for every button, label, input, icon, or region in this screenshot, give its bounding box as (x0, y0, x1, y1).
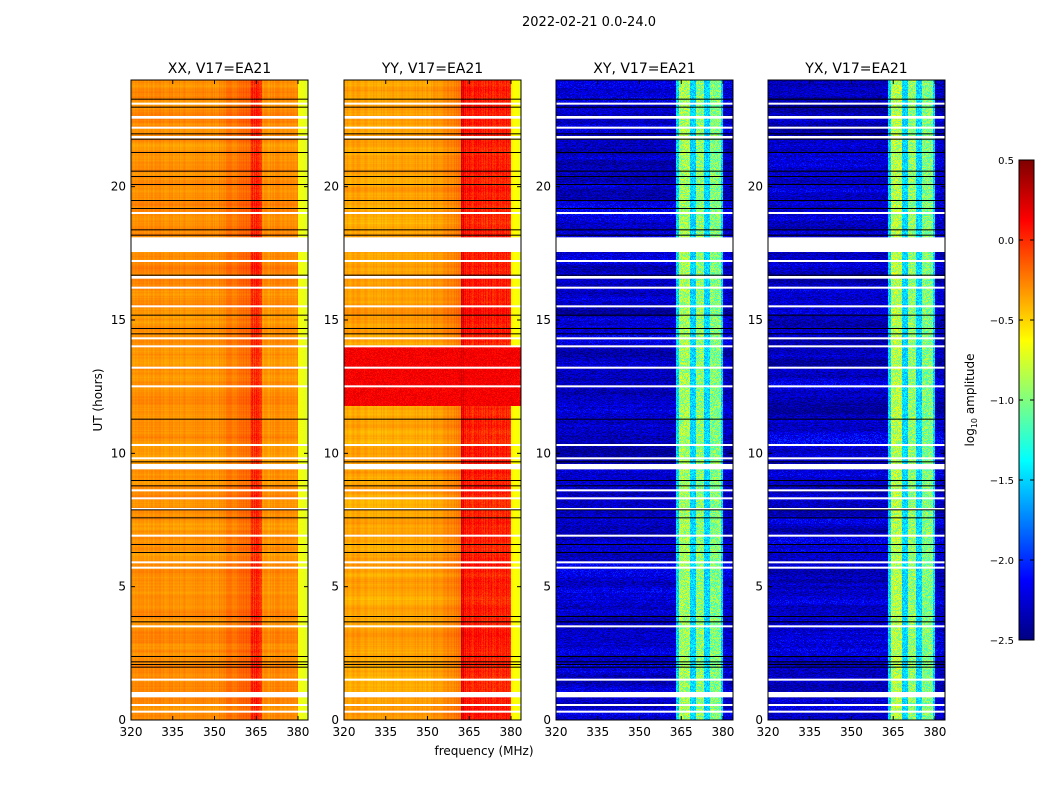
colorbar-tick-label: 0.0 (998, 236, 1014, 247)
colorbar-tick-label: −2.0 (990, 556, 1014, 567)
y-tick-label: 10 (748, 446, 763, 460)
x-tick-label: 320 (757, 725, 780, 739)
x-tick-label: 365 (670, 725, 693, 739)
y-tick-label: 15 (748, 313, 763, 327)
x-tick-label: 335 (798, 725, 821, 739)
y-tick-label: 20 (536, 180, 551, 194)
panel-title: YY, V17=EA21 (381, 61, 483, 77)
y-tick-label: 5 (543, 580, 551, 594)
x-tick-label: 335 (374, 725, 397, 739)
y-tick-label: 0 (543, 713, 551, 727)
y-tick-label: 5 (755, 580, 763, 594)
y-tick-label: 10 (536, 446, 551, 460)
heatmap-yy (344, 80, 521, 720)
x-tick-label: 350 (416, 725, 439, 739)
heatmap-yx (768, 80, 945, 720)
x-tick-label: 365 (882, 725, 905, 739)
colorbar-label: log10 amplitude (963, 354, 979, 447)
colorbar-tick-label: −0.5 (990, 316, 1014, 327)
x-tick-label: 380 (500, 725, 523, 739)
x-tick-label: 380 (712, 725, 735, 739)
x-tick-label: 365 (245, 725, 268, 739)
colorbar-tick-label: −1.0 (990, 396, 1014, 407)
panel-title: XY, V17=EA21 (593, 61, 695, 77)
y-tick-label: 15 (111, 313, 126, 327)
suptitle: 2022-02-21 0.0-24.0 (522, 15, 656, 30)
y-tick-label: 15 (536, 313, 551, 327)
y-tick-label: 0 (118, 713, 126, 727)
x-tick-label: 350 (628, 725, 651, 739)
y-tick-label: 5 (118, 580, 126, 594)
plot-frame (130, 79, 309, 721)
y-tick-label: 10 (324, 446, 339, 460)
x-tick-label: 320 (120, 725, 143, 739)
x-tick-label: 380 (924, 725, 947, 739)
x-tick-label: 350 (840, 725, 863, 739)
heatmap-xx (131, 80, 308, 720)
panel-title: XX, V17=EA21 (168, 61, 271, 77)
plot-frame (343, 79, 522, 721)
y-tick-label: 20 (748, 180, 763, 194)
y-tick-label: 0 (755, 713, 763, 727)
x-tick-label: 320 (545, 725, 568, 739)
panel-title: YX, V17=EA21 (804, 61, 907, 77)
y-tick-label: 5 (331, 580, 339, 594)
x-tick-label: 335 (161, 725, 184, 739)
y-tick-label: 0 (331, 713, 339, 727)
x-tick-label: 320 (333, 725, 356, 739)
y-tick-label: 20 (324, 180, 339, 194)
y-tick-label: 20 (111, 180, 126, 194)
plot-frame (767, 79, 946, 721)
y-tick-label: 10 (111, 446, 126, 460)
x-tick-label: 350 (203, 725, 226, 739)
x-tick-label: 380 (287, 725, 310, 739)
x-axis-label: frequency (MHz) (434, 744, 533, 758)
colorbar (1019, 160, 1034, 640)
plot-frame (555, 79, 734, 721)
colorbar-tick-label: −2.5 (990, 636, 1014, 647)
colorbar-tick-label: −1.5 (990, 476, 1014, 487)
x-tick-label: 335 (586, 725, 609, 739)
heatmap-xy (556, 80, 733, 720)
colorbar-tick-label: 0.5 (998, 156, 1014, 167)
y-tick-label: 15 (324, 313, 339, 327)
x-tick-label: 365 (458, 725, 481, 739)
y-axis-label: UT (hours) (91, 368, 105, 431)
